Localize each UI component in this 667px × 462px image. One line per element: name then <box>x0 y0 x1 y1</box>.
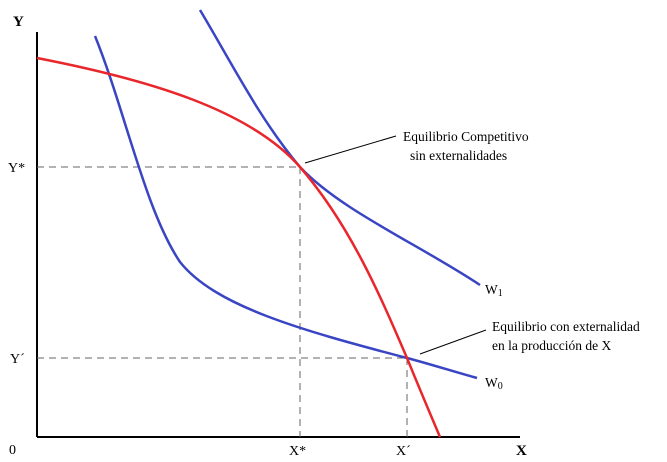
w1-curve-label: W1 <box>485 282 503 299</box>
indifference-curve-w0 <box>93 35 478 380</box>
production-frontier-curve <box>36 56 442 438</box>
x-prime-label: X´ <box>396 444 411 459</box>
w0-letter: W <box>485 375 498 390</box>
competitive-equilibrium-note-line2: sin externalidades <box>410 148 507 163</box>
externality-equilibrium-note-line2: en la producción de X <box>492 338 611 353</box>
y-prime-label: Y´ <box>10 352 25 367</box>
competitive-equilibrium-note-line1: Equilibrio Competitivo <box>403 129 529 144</box>
x-axis-label: X <box>516 443 527 459</box>
x-star-label: X* <box>289 444 306 459</box>
externality-equilibrium-note-line1: Equilibrio con externalidad <box>492 319 640 334</box>
y-star-label: Y* <box>8 161 25 176</box>
w0-curve-label: W0 <box>485 375 503 392</box>
externality-equilibrium-leader <box>419 329 487 355</box>
y-axis-label: Y <box>13 14 24 30</box>
w1-subscript: 1 <box>498 288 503 299</box>
w1-letter: W <box>485 282 498 297</box>
w0-subscript: 0 <box>498 381 503 392</box>
origin-label: 0 <box>9 443 16 458</box>
competitive-equilibrium-leader <box>304 135 397 164</box>
